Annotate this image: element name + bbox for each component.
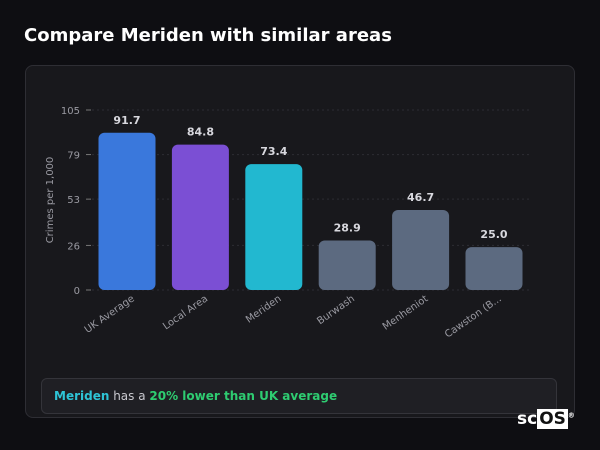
y-axis-label: Crimes per 1,000 bbox=[45, 157, 56, 244]
data-label: 25.0 bbox=[480, 228, 507, 241]
x-tick-label: Burwash bbox=[315, 293, 357, 327]
y-tick-label: 79 bbox=[67, 151, 80, 162]
x-tick-label: Cawston (B... bbox=[443, 293, 504, 340]
x-tick-label: Meriden bbox=[244, 293, 283, 325]
logo: sc OS ® bbox=[517, 409, 575, 429]
y-tick-label: 26 bbox=[67, 241, 80, 252]
data-label: 28.9 bbox=[334, 221, 361, 234]
data-label: 73.4 bbox=[260, 145, 287, 158]
bar bbox=[245, 164, 303, 290]
y-tick-label: 0 bbox=[74, 286, 80, 297]
y-tick-label: 105 bbox=[61, 106, 80, 117]
summary-area: Meriden bbox=[54, 389, 110, 403]
x-tick-label: Menheniot bbox=[381, 293, 431, 332]
y-tick-label: 53 bbox=[67, 195, 80, 206]
data-label: 46.7 bbox=[407, 191, 434, 204]
data-label: 84.8 bbox=[187, 126, 214, 139]
bar bbox=[318, 240, 376, 290]
summary-text: has a bbox=[109, 389, 150, 403]
page-title: Compare Meriden with similar areas bbox=[24, 25, 392, 46]
data-label: 91.7 bbox=[113, 114, 140, 127]
bar bbox=[465, 247, 523, 290]
bar bbox=[392, 209, 450, 290]
x-tick-label: Local Area bbox=[161, 293, 210, 332]
bar bbox=[98, 132, 156, 290]
summary-comparison: 20% lower than UK average bbox=[149, 389, 338, 403]
x-tick-label: UK Average bbox=[83, 293, 137, 335]
bar bbox=[171, 144, 229, 290]
summary-box: Meriden has a 20% lower than UK average bbox=[41, 378, 557, 414]
